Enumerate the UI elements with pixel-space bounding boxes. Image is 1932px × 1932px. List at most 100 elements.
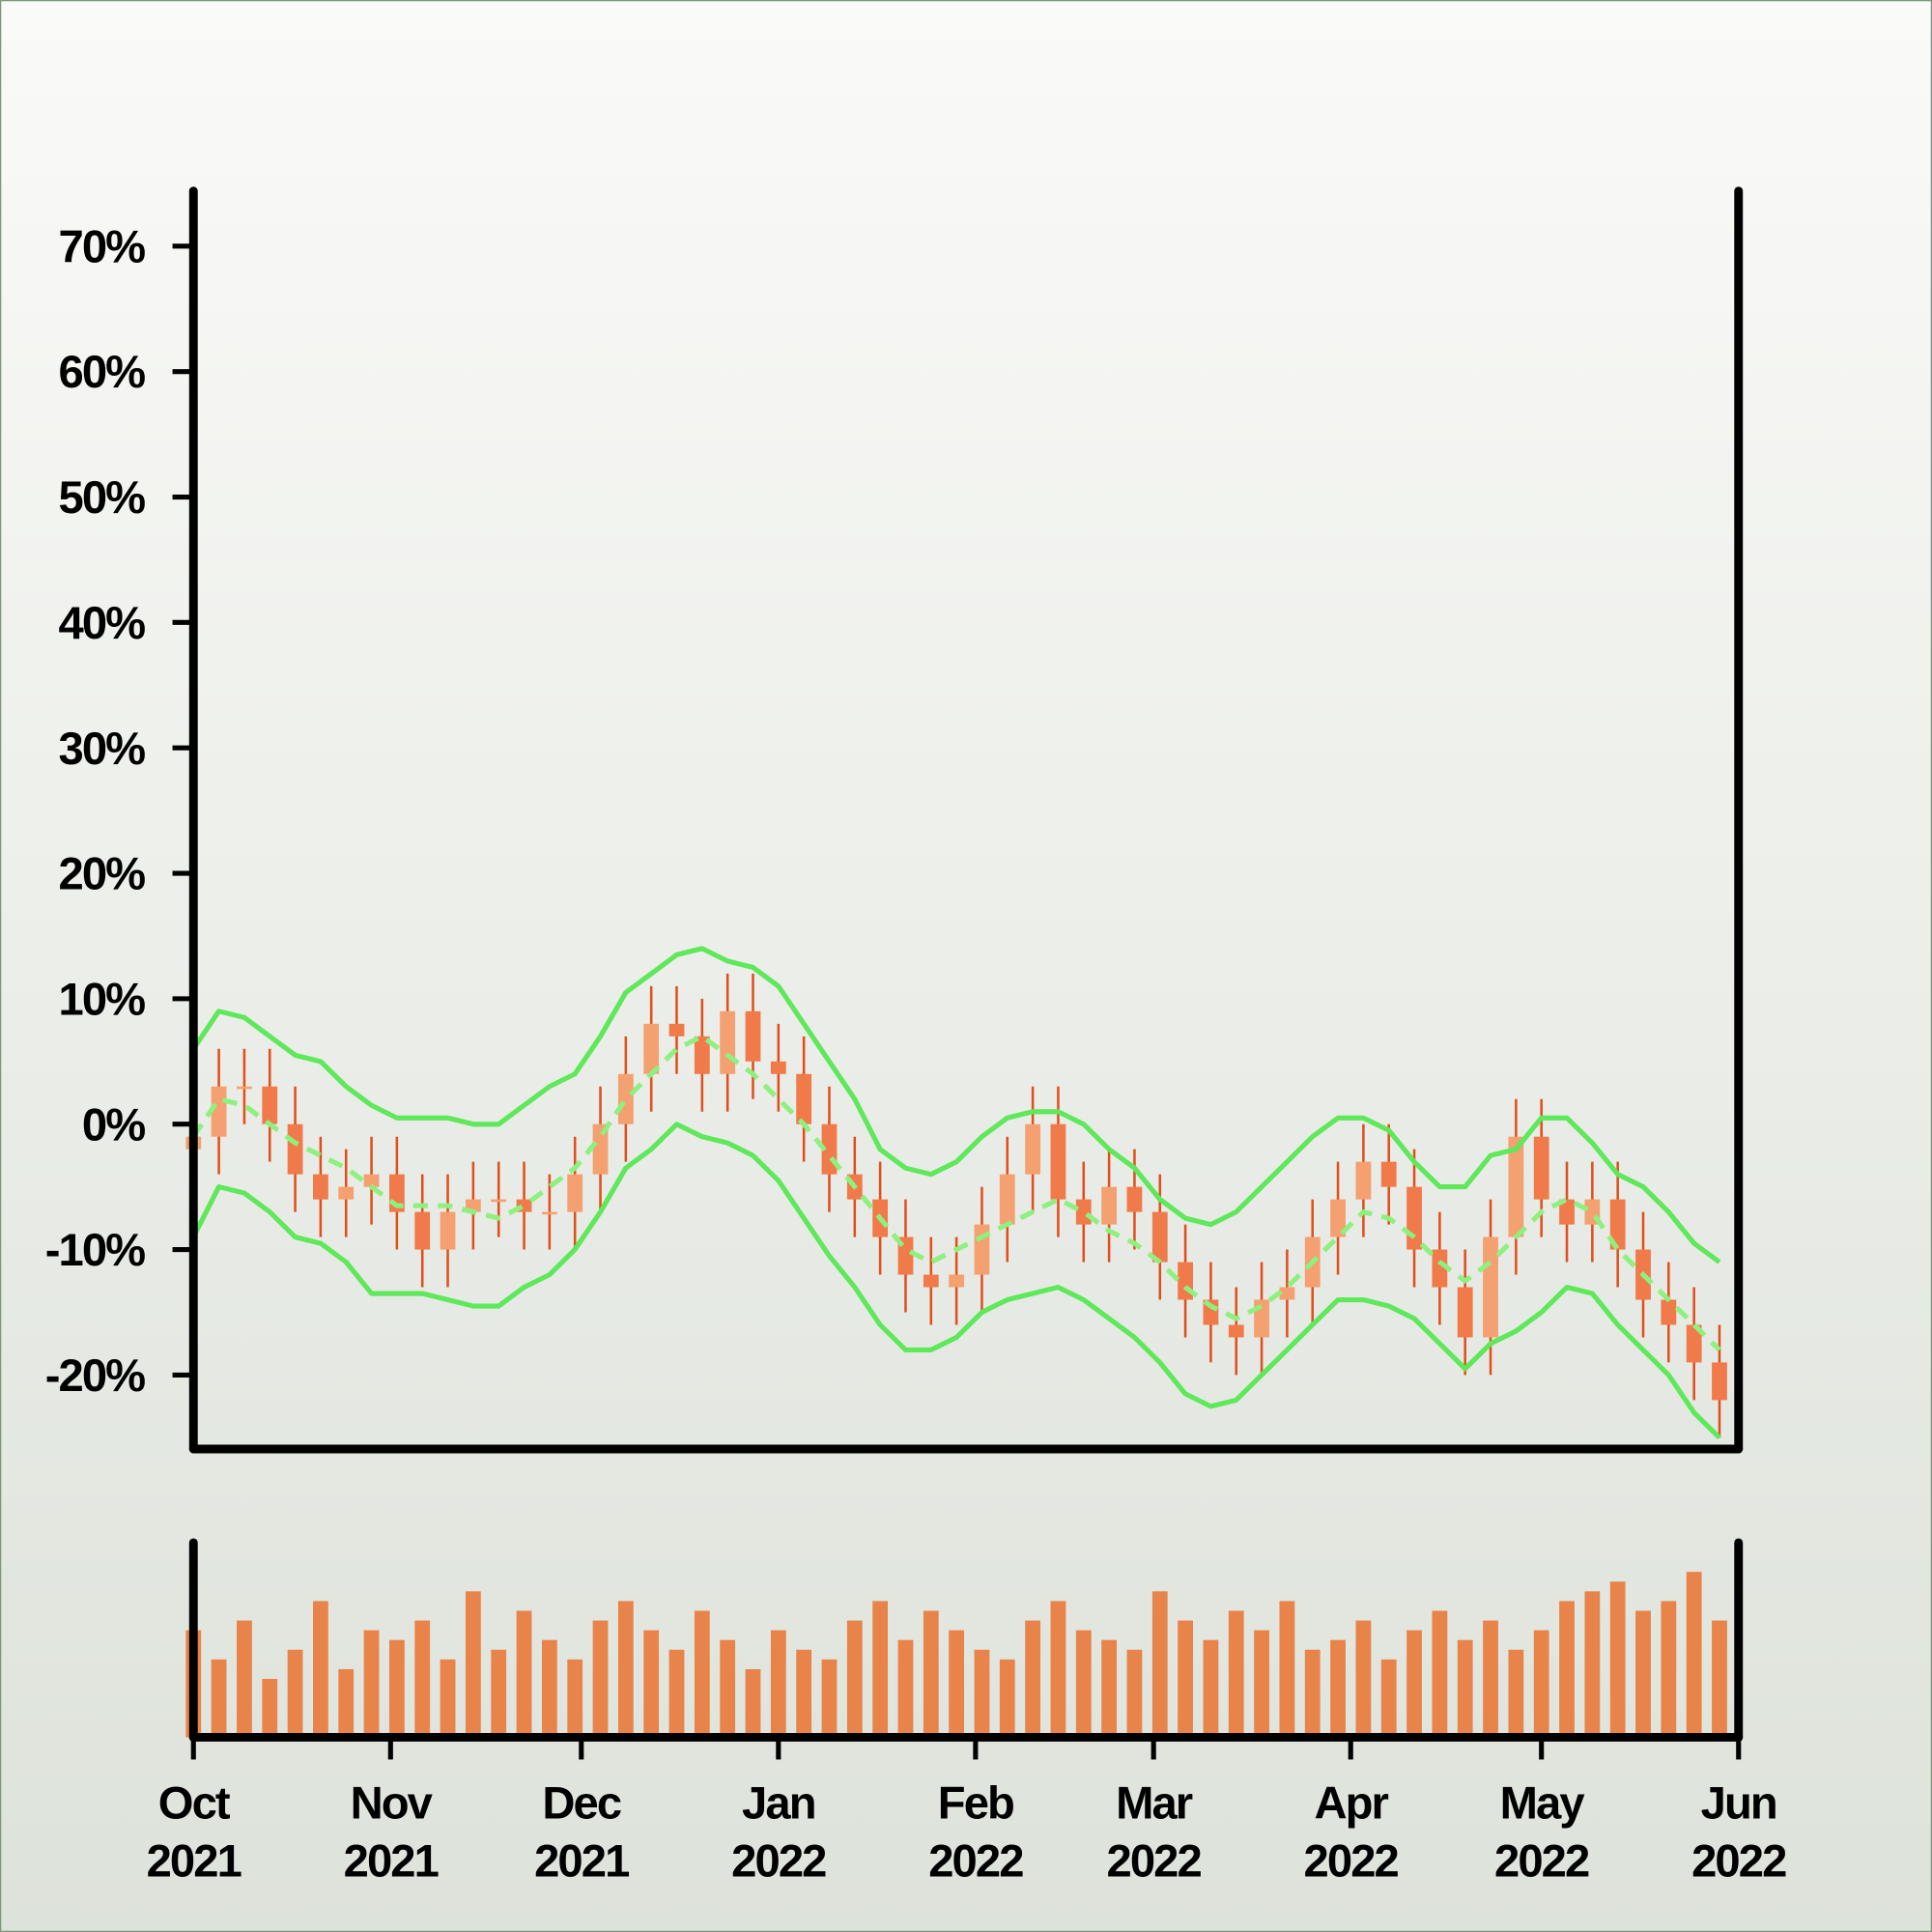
- candle-body: [313, 1174, 328, 1200]
- x-tick-label-line: 2022: [731, 1836, 826, 1888]
- volume-bar: [694, 1610, 710, 1738]
- candle-body: [1508, 1136, 1524, 1237]
- volume-bar: [541, 1639, 557, 1738]
- y-tick-label: 0%: [82, 1099, 145, 1151]
- candle-body: [1483, 1236, 1498, 1338]
- candle-body: [897, 1236, 914, 1275]
- volume-bar: [237, 1620, 252, 1738]
- x-tick-label-line: Feb: [938, 1778, 1013, 1830]
- volume-bar: [388, 1639, 405, 1738]
- x-tick-label-line: 2021: [147, 1836, 242, 1888]
- band-middle: [191, 1034, 1721, 1352]
- volume-bar: [1584, 1591, 1601, 1738]
- volume-bar: [1559, 1601, 1575, 1738]
- candle-body: [1126, 1186, 1143, 1212]
- candle-body: [440, 1211, 456, 1250]
- x-tick-label-line: 2021: [534, 1836, 629, 1888]
- candle-body: [694, 1036, 710, 1074]
- y-tick-label: 30%: [59, 724, 146, 775]
- volume-bar: [491, 1649, 507, 1738]
- volume-bar: [1712, 1620, 1727, 1738]
- volume-bar: [1203, 1639, 1219, 1738]
- volume-bar: [1254, 1630, 1269, 1738]
- candle-body: [745, 1010, 761, 1062]
- volume-bar: [338, 1668, 355, 1738]
- volume-bar: [1075, 1630, 1092, 1738]
- volume-bar: [313, 1601, 328, 1738]
- volume-bar: [1508, 1649, 1524, 1738]
- volume-bar: [617, 1601, 634, 1738]
- volume-bar: [1178, 1620, 1193, 1738]
- volume-bar: [414, 1620, 431, 1738]
- volume-bar: [1126, 1649, 1143, 1738]
- candle-body: [796, 1073, 812, 1124]
- x-tick-label-line: 2022: [1691, 1836, 1786, 1888]
- x-tick-label: Nov 2021: [344, 1778, 439, 1888]
- x-tick-label-line: 2022: [1494, 1836, 1589, 1888]
- candle-body: [1686, 1324, 1702, 1363]
- x-tick-label: Mar 2022: [1107, 1778, 1202, 1888]
- volume-bar: [363, 1630, 380, 1738]
- candle-body: [1330, 1199, 1346, 1237]
- x-tick-label: Apr 2022: [1304, 1778, 1399, 1888]
- candle-body: [999, 1174, 1015, 1225]
- volume-bar: [567, 1659, 583, 1738]
- x-tick-label-line: Jan: [742, 1778, 815, 1830]
- band-lower: [190, 1122, 1721, 1440]
- volume-bar: [287, 1649, 303, 1738]
- x-tick-label-line: 2021: [344, 1836, 439, 1888]
- volume-bar: [1228, 1610, 1244, 1738]
- band-upper: [191, 946, 1721, 1264]
- volume-bar: [923, 1610, 939, 1738]
- volume-bar: [1151, 1591, 1168, 1738]
- candle-body: [770, 1061, 786, 1074]
- candle-body: [668, 1023, 685, 1037]
- candle-body: [541, 1211, 557, 1215]
- candle-body: [949, 1274, 965, 1288]
- volume-bar: [745, 1668, 761, 1738]
- candle-body: [1457, 1287, 1473, 1338]
- volume-bar: [592, 1620, 609, 1738]
- volume-bar: [1050, 1601, 1066, 1738]
- volume-bar: [1609, 1581, 1626, 1738]
- x-tick-label-line: 2022: [1304, 1836, 1399, 1888]
- candle-body: [1025, 1123, 1041, 1175]
- x-tick-label-line: Dec: [542, 1778, 620, 1830]
- volume-bar: [1304, 1649, 1321, 1738]
- volume-bar: [1101, 1639, 1117, 1738]
- candle-body: [1533, 1136, 1549, 1200]
- candle-body: [592, 1123, 609, 1175]
- candle-body: [617, 1073, 634, 1124]
- volume-bar: [1432, 1610, 1448, 1738]
- candle-body: [287, 1123, 303, 1175]
- candle-body: [720, 1010, 736, 1074]
- volume-bar: [1330, 1639, 1346, 1738]
- x-tick-label: May 2022: [1494, 1778, 1589, 1888]
- volume-bar: [796, 1649, 812, 1738]
- x-tick-label-line: 2022: [928, 1836, 1023, 1888]
- y-tick-label: 60%: [59, 347, 146, 398]
- candle-body: [363, 1174, 380, 1187]
- x-tick-label: Oct 2021: [147, 1778, 242, 1888]
- x-tick-label: Jan 2022: [731, 1778, 826, 1888]
- plot-layer: -20%-10%0%10%20%30%40%50%60%70%Oct 2021No…: [45, 186, 1788, 1888]
- x-tick-label-line: Oct: [158, 1778, 231, 1830]
- volume-bar: [897, 1639, 914, 1738]
- volume-bar: [668, 1649, 685, 1738]
- x-tick-label-line: Mar: [1116, 1778, 1193, 1830]
- candle-body: [338, 1186, 355, 1200]
- candle-body: [1380, 1161, 1397, 1187]
- volume-bar: [643, 1630, 660, 1738]
- x-tick-label-line: Jun: [1701, 1778, 1776, 1830]
- volume-bar: [846, 1620, 863, 1738]
- volume-bar: [872, 1601, 889, 1738]
- candle-body: [643, 1023, 660, 1074]
- candle-body: [491, 1199, 507, 1203]
- candle-body: [1050, 1123, 1066, 1200]
- volume-bar: [1380, 1659, 1397, 1738]
- candle-body: [1432, 1249, 1448, 1288]
- y-tick-label: 10%: [59, 974, 146, 1025]
- volume-bar: [1635, 1610, 1651, 1738]
